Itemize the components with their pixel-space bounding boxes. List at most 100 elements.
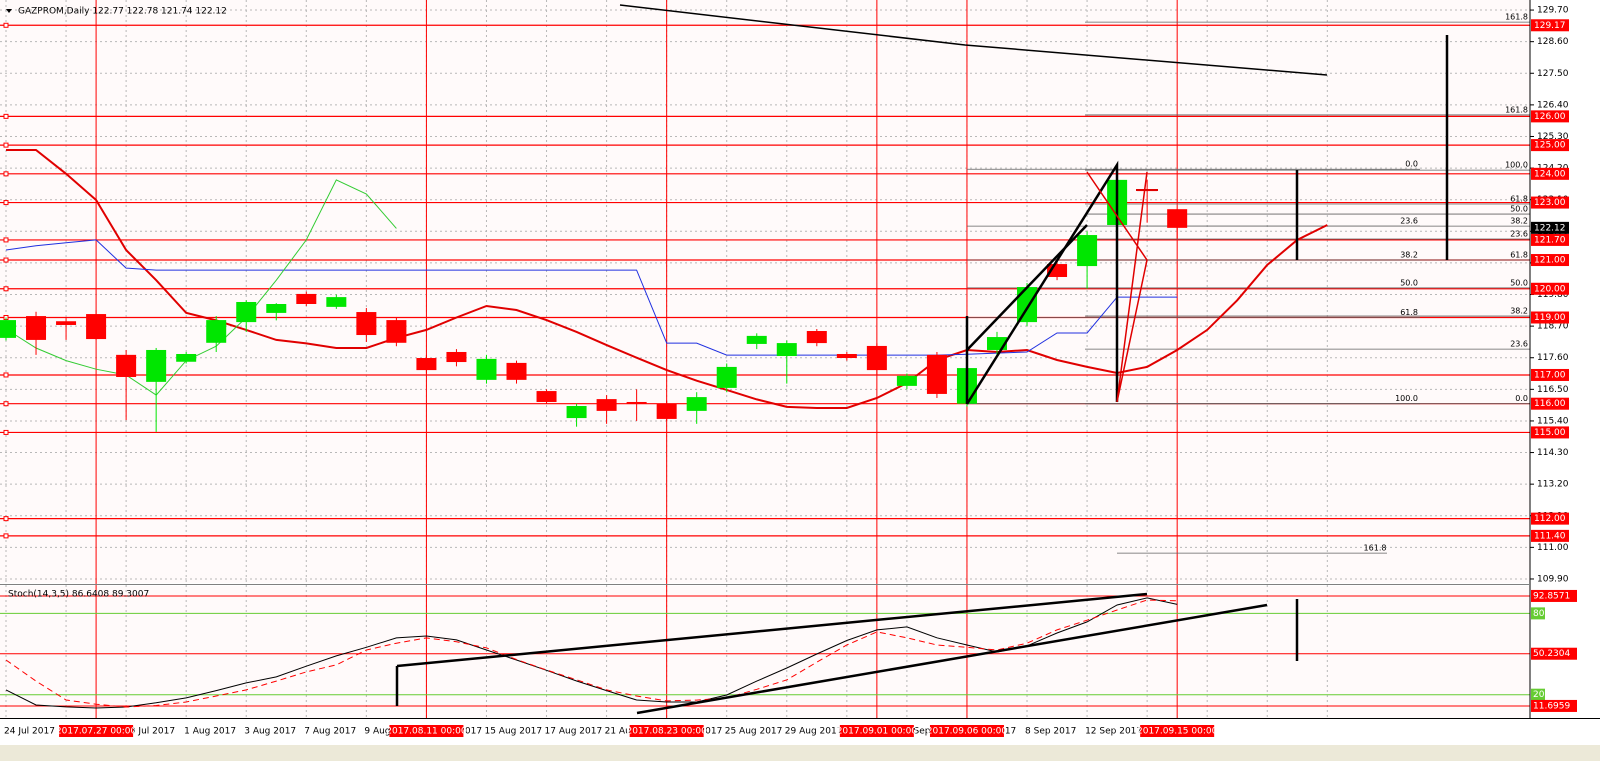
level-label-box <box>1531 196 1569 209</box>
fib-label: 50.0 <box>1510 205 1528 214</box>
stoch-level-label: 80 <box>1533 609 1545 619</box>
x-tick-label: 28 Jul 2017 <box>124 727 175 737</box>
marker-label: 2017.09.01 00:00 <box>837 727 918 737</box>
level-marker <box>3 257 9 263</box>
x-tick-label: 24 Jul 2017 <box>4 727 55 737</box>
level-marker <box>3 171 9 177</box>
level-label: 121.00 <box>1534 256 1566 266</box>
candle-body <box>206 320 227 343</box>
level-label-box <box>1531 110 1569 123</box>
level-label: 111.40 <box>1534 531 1566 541</box>
level-marker <box>3 200 9 206</box>
x-tick-label: 8 Sep 2017 <box>1025 727 1076 737</box>
x-tick-label: 29 Aug 2017 <box>785 727 843 737</box>
y-tick-label: 128.60 <box>1537 37 1569 47</box>
indicator-line <box>5 239 1178 356</box>
fib-label: 23.6 <box>1400 217 1418 226</box>
level-marker <box>3 401 9 407</box>
stoch-level-box <box>1531 699 1577 712</box>
candle-body <box>356 312 377 336</box>
candle-body <box>566 406 587 419</box>
x-tick-label: 1 Aug 2017 <box>184 727 236 737</box>
y-tick-label: 125.30 <box>1537 132 1569 142</box>
marker-label-box <box>929 725 1004 737</box>
tab-bar <box>0 745 1600 761</box>
level-label-box <box>1531 139 1569 152</box>
y-tick-label: 109.90 <box>1537 574 1569 584</box>
stoch-level-box <box>1531 647 1577 660</box>
fib-label: 0.0 <box>1405 160 1418 169</box>
level-marker <box>3 533 9 539</box>
fib-label: 23.6 <box>1510 340 1528 349</box>
fib-label: 50.0 <box>1510 278 1528 287</box>
fib-label: 161.8 <box>1505 13 1528 22</box>
level-marker <box>3 516 9 522</box>
fib-label: 100.0 <box>1395 394 1418 403</box>
level-label: 120.00 <box>1534 284 1566 294</box>
candle-body <box>266 303 287 313</box>
level-label: 115.00 <box>1534 428 1566 438</box>
y-tick-label: 111.00 <box>1537 543 1569 553</box>
fib-label: 38.2 <box>1510 217 1528 226</box>
menu-arrow <box>6 9 12 13</box>
y-tick-label: 114.30 <box>1537 448 1569 458</box>
indicator-line <box>5 599 1178 708</box>
grid: 109.90111.00112.10113.20114.30115.40116.… <box>0 0 1569 718</box>
marker-label: 2017.09.15 00:00 <box>1137 727 1218 737</box>
y-tick-label: 118.70 <box>1537 322 1569 332</box>
x-tick-label: 17 Aug 2017 <box>545 727 603 737</box>
level-label: 123.00 <box>1534 198 1566 208</box>
marker-label: 2017.07.27 00:00 <box>56 727 137 737</box>
fib-label: 161.8 <box>1505 105 1528 114</box>
price-label-box <box>1531 221 1569 234</box>
y-tick-label: 115.40 <box>1537 416 1569 426</box>
candle-body <box>746 335 767 344</box>
x-tick-label: 12 Sep 2017 <box>1085 727 1142 737</box>
level-label-box <box>1531 426 1569 439</box>
candle-body <box>386 320 407 343</box>
x-tick-label: 15 Aug 2017 <box>484 727 542 737</box>
stoch-trend <box>396 592 1148 668</box>
candle-body <box>26 316 47 340</box>
candle-body <box>476 358 497 380</box>
y-tick-label: 127.50 <box>1537 69 1569 79</box>
level-label: 126.00 <box>1534 112 1566 122</box>
candle-body <box>86 314 107 340</box>
stoch-level-box <box>1531 589 1577 602</box>
level-label: 112.00 <box>1534 514 1566 524</box>
candle-body <box>776 343 797 357</box>
level-label: 121.70 <box>1534 235 1566 245</box>
level-label-box <box>1531 529 1569 542</box>
y-tick-label: 129.70 <box>1537 6 1569 16</box>
drawings <box>395 4 1449 715</box>
candle-body <box>686 397 707 411</box>
candle-body <box>1077 235 1098 267</box>
level-label-box <box>1531 512 1569 525</box>
marker-label-box <box>389 725 464 737</box>
candle-body <box>626 401 647 404</box>
level-label-box <box>1531 19 1569 32</box>
stoch-level-box <box>1531 688 1545 701</box>
marker-label: 2017.09.06 00:00 <box>927 727 1008 737</box>
marker-label-box <box>629 725 704 737</box>
marker-label-box <box>839 725 914 737</box>
fib-label: 23.6 <box>1510 230 1528 239</box>
y-tick-label: 116.50 <box>1537 385 1569 395</box>
level-marker <box>3 22 9 28</box>
level-marker <box>3 237 9 243</box>
candle-body <box>836 353 857 359</box>
candle-body <box>656 403 677 419</box>
level-label: 125.00 <box>1534 141 1566 151</box>
candle-body <box>176 353 197 362</box>
level-label: 116.00 <box>1534 399 1566 409</box>
level-marker <box>3 286 9 292</box>
fib-label: 38.2 <box>1510 307 1528 316</box>
stoch-level-label: 50.2304 <box>1533 649 1570 659</box>
candle-body <box>326 297 347 307</box>
level-label: 117.00 <box>1534 370 1566 380</box>
level-marker <box>3 372 9 378</box>
level-marker <box>3 142 9 148</box>
level-label: 129.17 <box>1534 21 1566 31</box>
